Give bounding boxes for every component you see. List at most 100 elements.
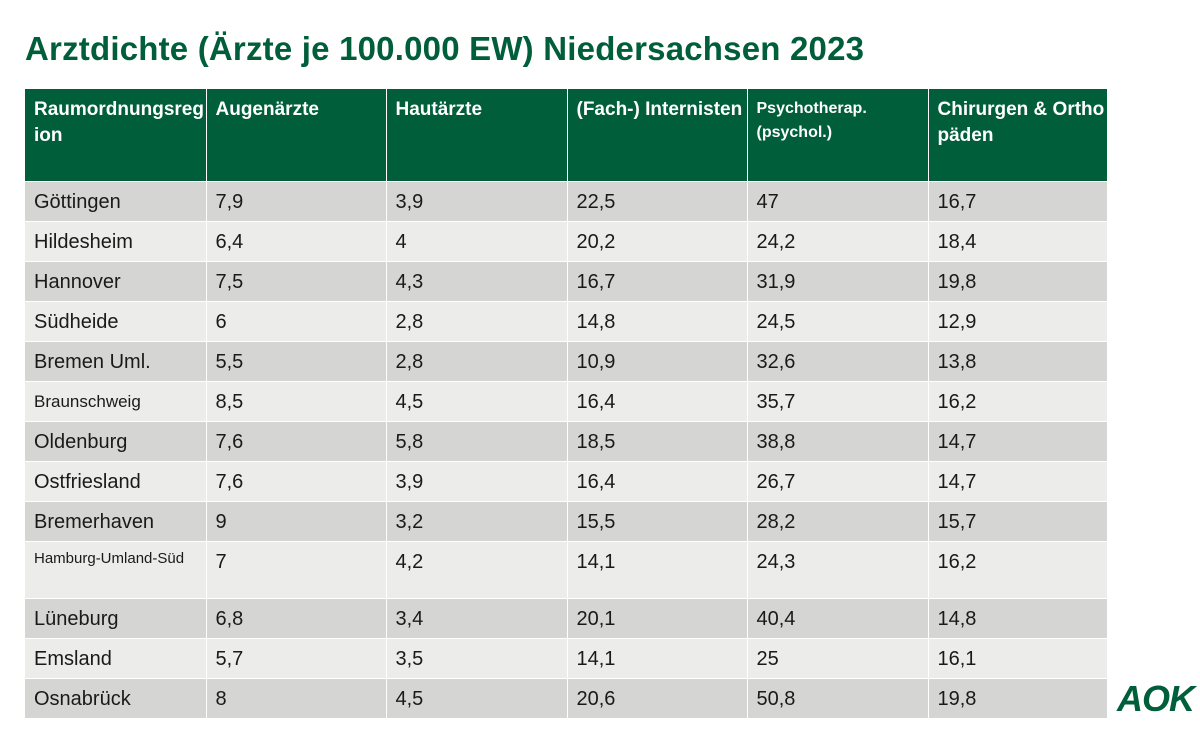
value-cell: 4 [385,220,568,261]
table-row: Braunschweig 8,5 4,5 16,4 35,7 16,2 [25,380,1107,421]
value-cell: 18,4 [927,220,1107,261]
value-cell: 5,8 [385,420,568,461]
value-cell: 3,2 [385,500,568,541]
value-cell: 6 [205,300,387,341]
table-row: Hamburg-Umland-Süd 7 4,2 14,1 24,3 16,2 [25,540,1107,598]
value-cell: 13,8 [927,340,1107,381]
value-cell: 16,4 [566,460,748,501]
value-cell: 6,4 [205,220,387,261]
value-cell: 22,5 [566,180,748,221]
header-row: Raumordnungsregion Augenärzte Hautärzte … [25,89,1107,181]
table-row: Oldenburg 7,6 5,8 18,5 38,8 14,7 [25,420,1107,461]
value-cell: 2,8 [385,340,568,381]
region-cell: Göttingen [25,180,207,221]
value-cell: 3,9 [385,460,568,501]
value-cell: 31,9 [746,260,929,301]
region-cell: Südheide [25,300,207,341]
value-cell: 20,2 [566,220,748,261]
value-cell: 35,7 [746,380,929,421]
column-header: (Fach-) Internisten [566,89,748,181]
value-cell: 16,4 [566,380,748,421]
value-cell: 14,1 [566,637,748,678]
value-cell: 3,4 [385,597,568,638]
value-cell: 14,7 [927,420,1107,461]
table-row: Ostfriesland 7,6 3,9 16,4 26,7 14,7 [25,460,1107,501]
value-cell: 12,9 [927,300,1107,341]
table-row: Emsland 5,7 3,5 14,1 25 16,1 [25,637,1107,678]
region-cell: Emsland [25,637,207,678]
table-row: Hannover 7,5 4,3 16,7 31,9 19,8 [25,260,1107,301]
value-cell: 7,6 [205,420,387,461]
table-row: Hildesheim 6,4 4 20,2 24,2 18,4 [25,220,1107,261]
value-cell: 18,5 [566,420,748,461]
data-table: Raumordnungsregion Augenärzte Hautärzte … [25,89,1107,718]
table-row: Bremen Uml. 5,5 2,8 10,9 32,6 13,8 [25,340,1107,381]
value-cell: 16,2 [927,380,1107,421]
region-cell: Oldenburg [25,420,207,461]
value-cell: 4,5 [385,677,568,718]
region-cell: Ostfriesland [25,460,207,501]
value-cell: 16,7 [927,180,1107,221]
value-cell: 28,2 [746,500,929,541]
value-cell: 20,6 [566,677,748,718]
aok-logo: AOK [1117,678,1195,719]
value-cell: 7,6 [205,460,387,501]
value-cell: 32,6 [746,340,929,381]
region-cell: Bremerhaven [25,500,207,541]
value-cell: 5,5 [205,340,387,381]
value-cell: 24,3 [746,540,929,598]
value-cell: 19,8 [927,677,1107,718]
column-header: Psychotherap. (psychol.) [746,89,929,181]
value-cell: 26,7 [746,460,929,501]
value-cell: 38,8 [746,420,929,461]
value-cell: 3,5 [385,637,568,678]
column-header: Augenärzte [205,89,387,181]
region-cell: Braunschweig [25,380,207,421]
value-cell: 5,7 [205,637,387,678]
region-cell: Hamburg-Umland-Süd [25,540,207,598]
value-cell: 47 [746,180,929,221]
table-row: Südheide 6 2,8 14,8 24,5 12,9 [25,300,1107,341]
value-cell: 8,5 [205,380,387,421]
value-cell: 20,1 [566,597,748,638]
value-cell: 2,8 [385,300,568,341]
value-cell: 4,2 [385,540,568,598]
region-cell: Bremen Uml. [25,340,207,381]
column-header: Raumordnungsregion [25,89,207,181]
value-cell: 10,9 [566,340,748,381]
value-cell: 16,7 [566,260,748,301]
value-cell: 24,5 [746,300,929,341]
value-cell: 14,7 [927,460,1107,501]
value-cell: 9 [205,500,387,541]
column-header: Chirurgen & Orthopäden [927,89,1107,181]
table-row: Bremerhaven 9 3,2 15,5 28,2 15,7 [25,500,1107,541]
table-row: Göttingen 7,9 3,9 22,5 47 16,7 [25,180,1107,221]
value-cell: 6,8 [205,597,387,638]
value-cell: 7 [205,540,387,598]
value-cell: 16,2 [927,540,1107,598]
table-row: Lüneburg 6,8 3,4 20,1 40,4 14,8 [25,597,1107,638]
value-cell: 3,9 [385,180,568,221]
value-cell: 14,8 [566,300,748,341]
value-cell: 40,4 [746,597,929,638]
value-cell: 24,2 [746,220,929,261]
value-cell: 4,5 [385,380,568,421]
value-cell: 7,5 [205,260,387,301]
value-cell: 19,8 [927,260,1107,301]
value-cell: 7,9 [205,180,387,221]
region-cell: Hannover [25,260,207,301]
value-cell: 16,1 [927,637,1107,678]
region-cell: Hildesheim [25,220,207,261]
value-cell: 14,1 [566,540,748,598]
value-cell: 25 [746,637,929,678]
value-cell: 50,8 [746,677,929,718]
value-cell: 15,7 [927,500,1107,541]
value-cell: 8 [205,677,387,718]
value-cell: 15,5 [566,500,748,541]
region-cell: Osnabrück [25,677,207,718]
region-cell: Lüneburg [25,597,207,638]
column-header: Hautärzte [385,89,568,181]
value-cell: 14,8 [927,597,1107,638]
table-row: Osnabrück 8 4,5 20,6 50,8 19,8 [25,677,1107,718]
chart-title: Arztdichte (Ärzte je 100.000 EW) Nieders… [25,30,865,67]
